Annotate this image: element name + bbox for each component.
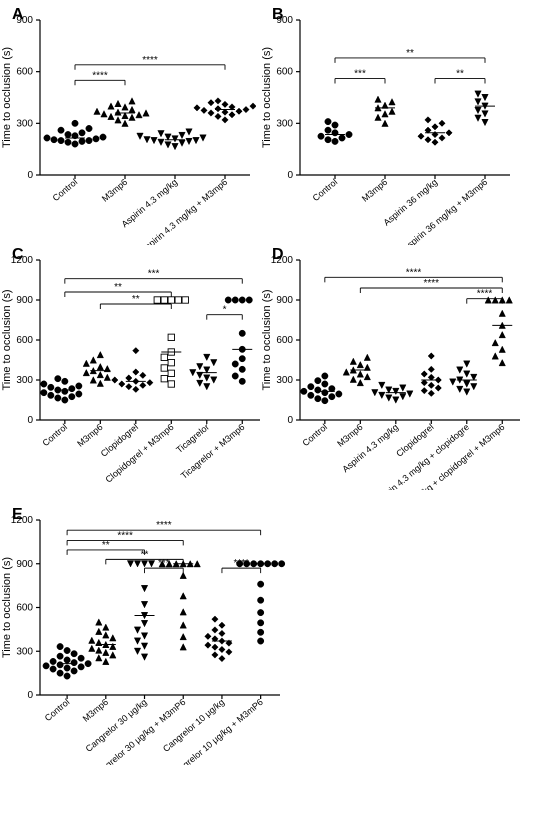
svg-text:Ticagrelor + M3mp6: Ticagrelor + M3mp6 (179, 422, 247, 481)
svg-text:300: 300 (276, 118, 293, 129)
svg-text:900: 900 (276, 15, 293, 26)
svg-text:1200: 1200 (11, 515, 34, 526)
svg-text:0: 0 (27, 170, 33, 181)
svg-text:300: 300 (16, 118, 33, 129)
svg-text:**: ** (406, 48, 414, 59)
svg-text:****: **** (117, 530, 133, 541)
svg-text:M3mp6: M3mp6 (360, 177, 389, 204)
svg-text:**: ** (114, 282, 122, 293)
svg-text:***: *** (148, 269, 160, 280)
svg-text:0: 0 (287, 415, 293, 426)
svg-text:Control: Control (43, 697, 72, 723)
svg-text:300: 300 (16, 375, 33, 386)
svg-text:Time to occlusion (s): Time to occlusion (s) (1, 557, 13, 658)
svg-text:Aspirin 4.3 mg/kg + M3mp6: Aspirin 4.3 mg/kg + M3mp6 (139, 177, 230, 245)
svg-text:M3mp6: M3mp6 (335, 422, 364, 449)
svg-text:600: 600 (276, 67, 293, 78)
svg-text:****: **** (92, 70, 108, 81)
svg-text:****: **** (156, 520, 172, 531)
svg-text:**: ** (456, 69, 464, 80)
svg-text:600: 600 (16, 335, 33, 346)
svg-text:***: *** (354, 69, 366, 80)
svg-text:**: ** (102, 540, 110, 551)
svg-text:***: *** (158, 558, 170, 569)
panel-B: 0 300 600 900 Time to occlusion (s) Control M3… (258, 14, 516, 245)
svg-text:0: 0 (27, 415, 33, 426)
svg-text:600: 600 (16, 67, 33, 78)
svg-text:Time to occlusion (s): Time to occlusion (s) (261, 47, 273, 148)
svg-text:900: 900 (16, 295, 33, 306)
panel-D: 0 300 600 900 1200 Time to occlusion (s) Contr… (258, 254, 526, 490)
svg-text:600: 600 (16, 603, 33, 614)
svg-text:**: ** (132, 294, 140, 305)
svg-text:M3mp6: M3mp6 (100, 177, 129, 204)
svg-text:Control: Control (51, 177, 80, 203)
svg-text:300: 300 (276, 375, 293, 386)
panel-A: 0 300 600 900 Time to occlusion (s) Control M3… (0, 14, 256, 245)
svg-text:900: 900 (276, 295, 293, 306)
svg-text:****: **** (477, 289, 493, 300)
svg-text:Control: Control (300, 422, 329, 448)
svg-text:0: 0 (287, 170, 293, 181)
svg-text:Control: Control (40, 422, 69, 448)
svg-text:M3mp6: M3mp6 (75, 422, 104, 449)
svg-text:****: **** (424, 278, 440, 289)
svg-text:1200: 1200 (271, 255, 294, 266)
svg-text:Time to occlusion (s): Time to occlusion (s) (1, 289, 13, 390)
svg-text:Control: Control (311, 177, 340, 203)
svg-text:300: 300 (16, 646, 33, 657)
svg-text:0: 0 (27, 690, 33, 701)
svg-text:Aspirin 36 mg/kg + M3mp6: Aspirin 36 mg/kg + M3mp6 (401, 177, 490, 245)
svg-text:1200: 1200 (11, 255, 34, 266)
svg-text:****: **** (406, 267, 422, 278)
svg-text:900: 900 (16, 559, 33, 570)
svg-text:Clopidogrel + M3mp6: Clopidogrel + M3mp6 (103, 422, 175, 485)
svg-text:600: 600 (276, 335, 293, 346)
svg-text:Time to occlusion (s): Time to occlusion (s) (261, 289, 273, 390)
svg-text:****: **** (142, 55, 158, 66)
svg-text:Time to occlusion (s): Time to occlusion (s) (1, 47, 13, 148)
svg-text:*: * (223, 305, 227, 316)
svg-text:**: ** (141, 549, 149, 560)
svg-text:M3mp6: M3mp6 (81, 697, 110, 724)
svg-text:900: 900 (16, 15, 33, 26)
panel-C: 0 300 600 900 1200 Time to occlusion (s) Contr… (0, 254, 266, 490)
panel-E: 0 300 600 900 1200 Time to occlusion (s) Contr… (0, 514, 286, 765)
svg-text:****: **** (234, 558, 250, 569)
